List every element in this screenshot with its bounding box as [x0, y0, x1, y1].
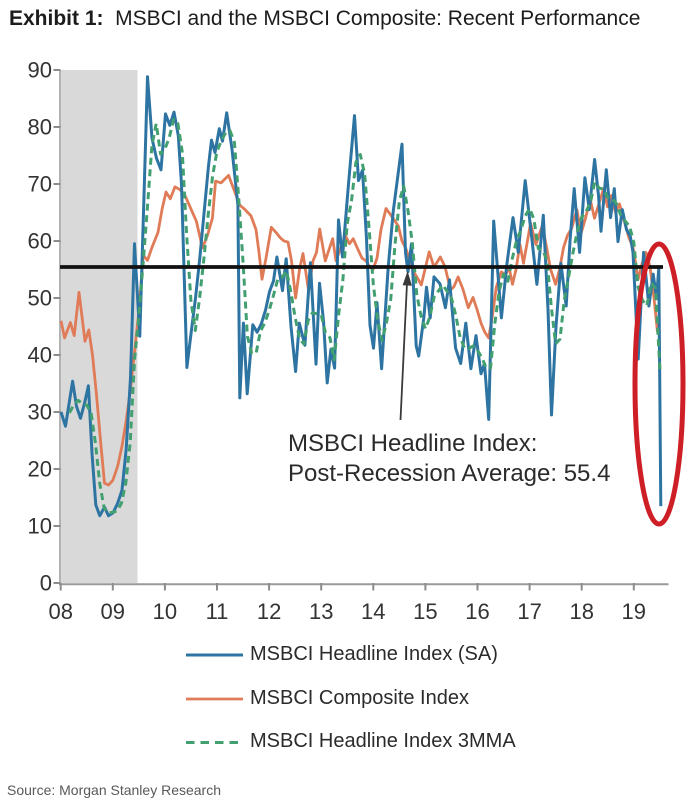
svg-text:08: 08 — [48, 599, 72, 624]
svg-text:14: 14 — [361, 599, 385, 624]
svg-text:20: 20 — [28, 457, 52, 482]
svg-text:15: 15 — [413, 599, 437, 624]
svg-text:19: 19 — [622, 599, 646, 624]
svg-text:50: 50 — [28, 286, 52, 311]
svg-text:12: 12 — [257, 599, 281, 624]
svg-text:40: 40 — [28, 343, 52, 368]
svg-text:11: 11 — [206, 599, 229, 624]
svg-text:09: 09 — [101, 599, 125, 624]
svg-text:10: 10 — [153, 599, 177, 624]
svg-text:70: 70 — [28, 172, 52, 197]
svg-text:17: 17 — [517, 599, 541, 624]
svg-text:10: 10 — [28, 514, 52, 539]
svg-text:90: 90 — [28, 58, 52, 83]
svg-text:0: 0 — [40, 571, 52, 596]
svg-text:30: 30 — [28, 400, 52, 425]
svg-text:60: 60 — [28, 229, 52, 254]
svg-text:18: 18 — [569, 599, 593, 624]
svg-text:13: 13 — [309, 599, 333, 624]
svg-text:16: 16 — [465, 599, 489, 624]
svg-text:80: 80 — [28, 115, 52, 140]
